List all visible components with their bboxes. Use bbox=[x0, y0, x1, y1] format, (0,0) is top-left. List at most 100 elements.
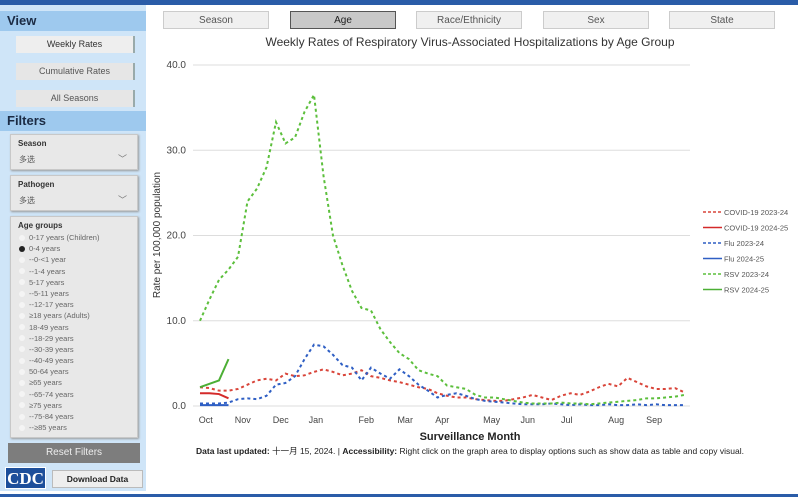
tab-state[interactable]: State bbox=[669, 11, 775, 29]
x-tick-label: Jun bbox=[520, 415, 535, 425]
series-line-rsv-2024-25 bbox=[199, 358, 230, 389]
radio-icon[interactable] bbox=[19, 346, 25, 353]
age-group-option[interactable]: --0-<1 year bbox=[11, 254, 137, 265]
age-group-label: --5-11 years bbox=[29, 288, 69, 298]
age-group-label: --40-49 years bbox=[29, 356, 74, 366]
age-group-option[interactable]: --75-84 years bbox=[11, 411, 137, 422]
age-group-option[interactable]: ≥18 years (Adults) bbox=[11, 310, 137, 321]
radio-icon[interactable] bbox=[19, 380, 25, 387]
x-tick-label: Mar bbox=[397, 415, 413, 425]
age-group-label: --65-74 years bbox=[29, 389, 74, 399]
chevron-down-icon: ﹀ bbox=[117, 154, 127, 164]
radio-icon[interactable] bbox=[19, 391, 25, 398]
y-axis-label: Rate per 100,000 population bbox=[152, 172, 163, 298]
x-tick-label: Dec bbox=[273, 415, 290, 425]
radio-icon[interactable] bbox=[19, 312, 25, 319]
age-group-option[interactable]: 50-64 years bbox=[11, 366, 137, 377]
age-group-option[interactable]: --5-11 years bbox=[11, 288, 137, 299]
radio-icon[interactable] bbox=[19, 256, 25, 263]
age-group-label: 0-17 years (Children) bbox=[29, 233, 100, 242]
age-group-label: ≥18 years (Adults) bbox=[29, 311, 90, 321]
tab-season[interactable]: Season bbox=[163, 11, 269, 29]
series-line-covid-19-2024-25 bbox=[200, 392, 229, 400]
age-group-label: --75-84 years bbox=[29, 412, 74, 421]
pathogen-dropdown[interactable]: Pathogen 多选 ﹀ bbox=[10, 175, 138, 211]
age-groups-list: Age groups 0-17 years (Children) 0-4 year… bbox=[10, 216, 138, 438]
radio-icon[interactable] bbox=[19, 335, 25, 342]
filters-header: Filters bbox=[0, 111, 146, 131]
y-tick-label: 20.0 bbox=[167, 231, 187, 242]
y-tick-label: 40.0 bbox=[167, 60, 187, 71]
radio-icon[interactable] bbox=[19, 402, 25, 409]
view-header: View bbox=[0, 11, 146, 31]
radio-icon[interactable] bbox=[19, 268, 25, 275]
top-bar bbox=[0, 0, 798, 5]
y-tick-label: 10.0 bbox=[167, 316, 187, 327]
age-group-option[interactable]: 18-49 years bbox=[11, 322, 137, 333]
season-value: 多选 bbox=[19, 155, 35, 164]
age-group-label: --0-<1 year bbox=[29, 255, 66, 265]
pathogen-value: 多选 bbox=[19, 196, 35, 205]
age-group-option[interactable]: ≥65 years bbox=[11, 377, 137, 388]
age-group-option[interactable]: --65-74 years bbox=[11, 389, 137, 400]
x-tick-label: May bbox=[483, 415, 501, 425]
x-tick-label: Jul bbox=[561, 415, 573, 425]
updated-value: 十一月 15, 2024. bbox=[272, 446, 336, 456]
age-group-label: 5-17 years bbox=[29, 277, 65, 287]
footer-note: Data last updated: 十一月 15, 2024. | Acces… bbox=[150, 445, 790, 457]
bottom-bar bbox=[0, 494, 798, 497]
radio-icon[interactable] bbox=[19, 413, 25, 420]
season-dropdown[interactable]: Season 多选 ﹀ bbox=[10, 134, 138, 170]
cumulative-rates-button[interactable]: Cumulative Rates bbox=[16, 63, 135, 80]
radio-icon[interactable] bbox=[19, 279, 25, 286]
age-group-option[interactable]: --18-29 years bbox=[11, 333, 137, 344]
age-group-option[interactable]: --30-39 years bbox=[11, 344, 137, 355]
x-tick-label: Nov bbox=[235, 415, 252, 425]
legend-entry: Flu 2024-25 bbox=[724, 255, 764, 264]
updated-label: Data last updated: bbox=[196, 446, 270, 456]
reset-filters-button[interactable]: Reset Filters bbox=[8, 443, 140, 463]
age-group-option[interactable]: --≥85 years bbox=[11, 422, 137, 433]
y-tick-label: 30.0 bbox=[167, 145, 187, 156]
radio-icon[interactable] bbox=[19, 357, 25, 364]
tab-sex[interactable]: Sex bbox=[543, 11, 649, 29]
age-group-option[interactable]: --12-17 years bbox=[11, 299, 137, 310]
radio-icon[interactable] bbox=[19, 234, 25, 241]
age-group-option[interactable]: 0-4 years bbox=[11, 243, 137, 254]
age-group-option[interactable]: --1-4 years bbox=[11, 266, 137, 277]
series-line-covid-19-2023-24 bbox=[199, 368, 685, 402]
sidebar: View Weekly Rates Cumulative Rates All S… bbox=[0, 5, 146, 491]
weekly-rates-button[interactable]: Weekly Rates bbox=[16, 36, 135, 53]
age-group-label: 18-49 years bbox=[29, 322, 69, 332]
x-tick-label: Aug bbox=[608, 415, 624, 425]
radio-icon[interactable] bbox=[19, 368, 25, 375]
age-group-option[interactable]: ≥75 years bbox=[11, 400, 137, 411]
x-tick-label: Sep bbox=[646, 415, 662, 425]
x-tick-label: Jan bbox=[309, 415, 324, 425]
radio-icon[interactable] bbox=[19, 245, 25, 252]
x-tick-label: Oct bbox=[199, 415, 214, 425]
cdc-logo: CDC bbox=[5, 467, 46, 489]
all-seasons-button[interactable]: All Seasons bbox=[16, 90, 135, 107]
y-tick-label: 0.0 bbox=[172, 401, 186, 412]
radio-icon[interactable] bbox=[19, 424, 25, 431]
series-line-flu-2023-24 bbox=[200, 343, 685, 407]
age-group-option[interactable]: 5-17 years bbox=[11, 277, 137, 288]
radio-icon[interactable] bbox=[19, 324, 25, 331]
legend-entry: RSV 2023-24 bbox=[724, 270, 769, 279]
radio-icon[interactable] bbox=[19, 301, 25, 308]
tab-age[interactable]: Age bbox=[290, 11, 396, 29]
season-label: Season bbox=[18, 139, 47, 148]
legend-entry: COVID-19 2023-24 bbox=[724, 208, 788, 217]
download-data-button[interactable]: Download Data bbox=[52, 470, 143, 488]
x-axis-label: Surveillance Month bbox=[420, 431, 521, 443]
age-group-option[interactable]: 0-17 years (Children) bbox=[11, 232, 137, 243]
age-group-option[interactable]: --40-49 years bbox=[11, 355, 137, 366]
radio-icon[interactable] bbox=[19, 290, 25, 297]
tab-race-ethnicity[interactable]: Race/Ethnicity bbox=[416, 11, 522, 29]
accessibility-text: Right click on the graph area to display… bbox=[399, 446, 744, 456]
x-tick-label: Feb bbox=[358, 415, 374, 425]
series-line-rsv-2023-24 bbox=[199, 91, 685, 406]
age-group-label: --30-39 years bbox=[29, 344, 74, 354]
age-group-label: --18-29 years bbox=[29, 333, 74, 343]
